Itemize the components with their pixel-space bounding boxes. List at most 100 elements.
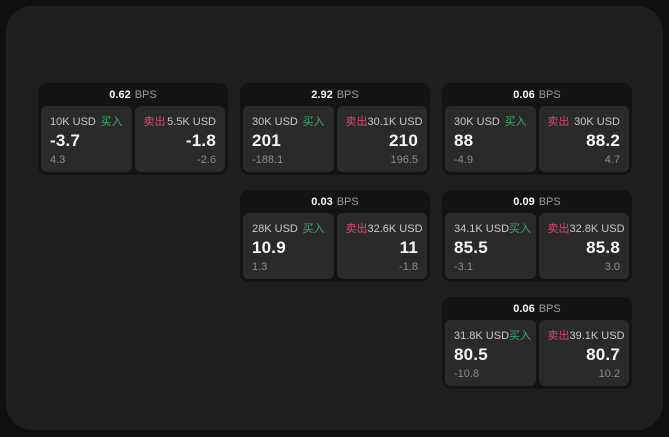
bps-value: 0.09 — [513, 195, 535, 208]
buy-price-value: 85.5 — [454, 238, 488, 258]
buy-price-value: 88 — [454, 131, 474, 151]
app-window: 0.62 BPS 10K USD 买入 -3.7 4.3 卖出 5.5K USD… — [6, 6, 663, 430]
buy-panel-header: 31.8K USD 买入 — [454, 327, 531, 343]
sell-panel[interactable]: 卖出 32.6K USD 11 -1.8 — [336, 213, 427, 279]
bps-value: 0.03 — [311, 195, 333, 208]
bps-value: 2.92 — [311, 88, 333, 101]
sell-panel[interactable]: 卖出 39.1K USD 80.7 10.2 — [538, 320, 629, 386]
quote-card: 0.09 BPS 34.1K USD 买入 85.5 -3.1 卖出 32.8K… — [442, 190, 632, 282]
buy-side-label: 买入 — [302, 116, 325, 128]
buy-size-label: 30K USD — [454, 116, 500, 128]
buy-size-label: 10K USD — [50, 116, 96, 128]
buy-panel[interactable]: 34.1K USD 买入 85.5 -3.1 — [445, 213, 536, 279]
buy-sub-value: -4.9 — [454, 154, 473, 166]
buy-price-value: 10.9 — [252, 238, 286, 258]
buy-sub-value: -188.1 — [252, 154, 284, 166]
card-header: 0.62 BPS — [38, 83, 228, 106]
buy-panel[interactable]: 28K USD 买入 10.9 1.3 — [243, 213, 334, 279]
quote-card: 0.03 BPS 28K USD 买入 10.9 1.3 卖出 32.6K US… — [240, 190, 430, 282]
sell-price-value: -1.8 — [185, 131, 216, 151]
buy-size-label: 30K USD — [252, 116, 298, 128]
sell-panel-header: 卖出 32.6K USD — [345, 220, 423, 236]
buy-price-value: 201 — [252, 131, 281, 151]
quote-panels: 30K USD 买入 201 -188.1 卖出 30.1K USD 210 1… — [240, 106, 430, 175]
sell-side-label: 卖出 — [345, 116, 368, 128]
sell-panel-header: 卖出 39.1K USD — [547, 327, 625, 343]
buy-size-label: 34.1K USD — [454, 223, 510, 235]
sell-panel[interactable]: 卖出 5.5K USD -1.8 -2.6 — [134, 106, 225, 172]
sell-price-value: 210 — [389, 131, 418, 151]
sell-panel-header: 卖出 5.5K USD — [144, 113, 217, 129]
buy-panel[interactable]: 31.8K USD 买入 80.5 -10.8 — [445, 320, 536, 386]
buy-side-label: 买入 — [509, 223, 532, 235]
sell-panel[interactable]: 卖出 32.8K USD 85.8 3.0 — [538, 213, 629, 279]
bps-value: 0.06 — [513, 88, 535, 101]
buy-panel-header: 10K USD 买入 — [50, 113, 123, 129]
buy-side-label: 买入 — [509, 330, 532, 342]
buy-panel-header: 28K USD 买入 — [252, 220, 325, 236]
sell-price-value: 11 — [399, 238, 418, 258]
buy-price-value: 80.5 — [454, 345, 488, 365]
sell-panel-header: 卖出 30K USD — [548, 113, 621, 129]
quote-card: 0.62 BPS 10K USD 买入 -3.7 4.3 卖出 5.5K USD… — [38, 83, 228, 175]
sell-size-label: 32.8K USD — [569, 223, 625, 235]
card-header: 0.06 BPS — [442, 83, 632, 106]
quote-panels: 31.8K USD 买入 80.5 -10.8 卖出 39.1K USD 80.… — [442, 320, 632, 389]
sell-size-label: 30.1K USD — [367, 116, 423, 128]
card-header: 0.06 BPS — [442, 297, 632, 320]
buy-size-label: 31.8K USD — [454, 330, 510, 342]
sell-price-value: 80.7 — [586, 345, 620, 365]
buy-panel-header: 34.1K USD 买入 — [454, 220, 531, 236]
sell-panel[interactable]: 卖出 30K USD 88.2 4.7 — [538, 106, 629, 172]
sell-sub-value: -2.6 — [197, 154, 216, 166]
sell-side-label: 卖出 — [143, 116, 166, 128]
sell-panel[interactable]: 卖出 30.1K USD 210 196.5 — [336, 106, 427, 172]
buy-sub-value: 1.3 — [252, 261, 268, 273]
bps-value: 0.06 — [513, 302, 535, 315]
sell-price-value: 88.2 — [586, 131, 620, 151]
bps-unit-label: BPS — [134, 88, 157, 101]
sell-sub-value: -1.8 — [399, 261, 418, 273]
buy-side-label: 买入 — [100, 116, 123, 128]
sell-side-label: 卖出 — [547, 330, 570, 342]
bps-unit-label: BPS — [336, 195, 359, 208]
quote-card: 2.92 BPS 30K USD 买入 201 -188.1 卖出 30.1K … — [240, 83, 430, 175]
buy-side-label: 买入 — [504, 116, 527, 128]
buy-panel-header: 30K USD 买入 — [252, 113, 325, 129]
buy-sub-value: 4.3 — [50, 154, 66, 166]
bps-value: 0.62 — [109, 88, 131, 101]
quote-panels: 34.1K USD 买入 85.5 -3.1 卖出 32.8K USD 85.8… — [442, 213, 632, 282]
buy-panel[interactable]: 30K USD 买入 88 -4.9 — [445, 106, 536, 172]
bps-unit-label: BPS — [538, 88, 561, 101]
buy-sub-value: -10.8 — [454, 368, 480, 380]
sell-size-label: 5.5K USD — [167, 116, 216, 128]
quote-card: 0.06 BPS 31.8K USD 买入 80.5 -10.8 卖出 39.1… — [442, 297, 632, 389]
sell-price-value: 85.8 — [586, 238, 620, 258]
sell-sub-value: 196.5 — [390, 154, 418, 166]
buy-panel[interactable]: 30K USD 买入 201 -188.1 — [243, 106, 334, 172]
buy-panel[interactable]: 10K USD 买入 -3.7 4.3 — [41, 106, 132, 172]
quote-panels: 28K USD 买入 10.9 1.3 卖出 32.6K USD 11 -1.8 — [240, 213, 430, 282]
bps-unit-label: BPS — [336, 88, 359, 101]
quote-panels: 30K USD 买入 88 -4.9 卖出 30K USD 88.2 4.7 — [442, 106, 632, 175]
quote-panels: 10K USD 买入 -3.7 4.3 卖出 5.5K USD -1.8 -2.… — [38, 106, 228, 175]
buy-panel-header: 30K USD 买入 — [454, 113, 527, 129]
buy-size-label: 28K USD — [252, 223, 298, 235]
card-header: 2.92 BPS — [240, 83, 430, 106]
card-header: 0.09 BPS — [442, 190, 632, 213]
sell-size-label: 32.6K USD — [367, 223, 423, 235]
buy-price-value: -3.7 — [50, 131, 81, 151]
sell-side-label: 卖出 — [547, 116, 570, 128]
sell-panel-header: 卖出 30.1K USD — [345, 113, 423, 129]
sell-size-label: 30K USD — [574, 116, 620, 128]
sell-size-label: 39.1K USD — [569, 330, 625, 342]
quote-cards-grid: 0.62 BPS 10K USD 买入 -3.7 4.3 卖出 5.5K USD… — [38, 83, 632, 389]
sell-sub-value: 10.2 — [598, 368, 620, 380]
sell-side-label: 卖出 — [345, 223, 368, 235]
card-header: 0.03 BPS — [240, 190, 430, 213]
quote-card: 0.06 BPS 30K USD 买入 88 -4.9 卖出 30K USD 8… — [442, 83, 632, 175]
sell-side-label: 卖出 — [547, 223, 570, 235]
sell-sub-value: 3.0 — [604, 261, 620, 273]
sell-sub-value: 4.7 — [604, 154, 620, 166]
sell-panel-header: 卖出 32.8K USD — [547, 220, 625, 236]
